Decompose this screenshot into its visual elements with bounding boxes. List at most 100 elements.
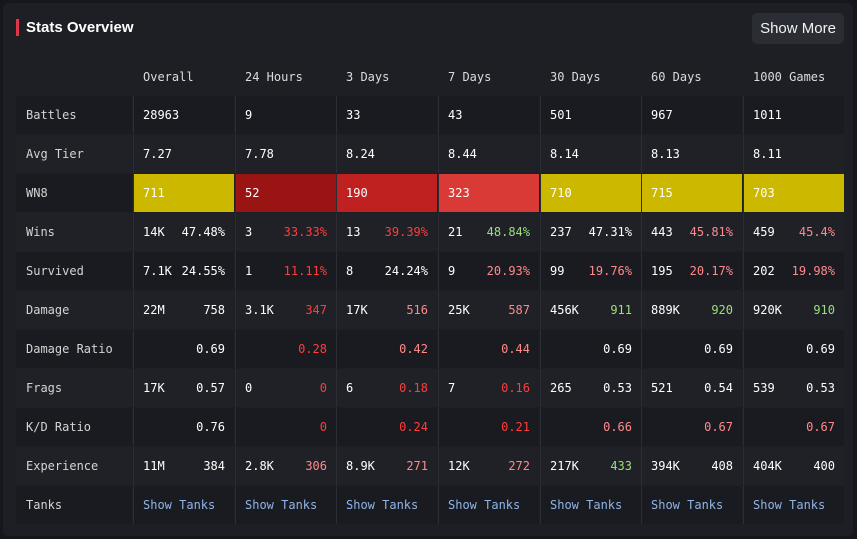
cell-survived-3-days: 8 24.24% bbox=[336, 252, 437, 290]
cell-secondary-value: 0.21 bbox=[501, 420, 530, 434]
cell-survived-24-hours: 1 11.11% bbox=[235, 252, 336, 290]
show-tanks-link[interactable]: Show Tanks bbox=[448, 498, 521, 512]
cell-k-d-ratio-1000-games: 0.67 bbox=[743, 408, 844, 446]
cell-value: 17K bbox=[346, 303, 368, 317]
cell-wins-1000-games: 459 45.4% bbox=[743, 213, 844, 251]
row-label-wins: Wins bbox=[16, 213, 132, 251]
cell-secondary-value: 0.54 bbox=[704, 381, 733, 395]
cell-avg-tier-3-days: 8.24 bbox=[336, 135, 437, 173]
row-label-experience: Experience bbox=[16, 447, 132, 485]
cell-value: 21 bbox=[448, 225, 463, 239]
cell-damage-ratio-30-days: 0.69 bbox=[540, 330, 641, 368]
cell-secondary-value: 45.4% bbox=[798, 225, 835, 239]
cell-value: 202 bbox=[753, 264, 775, 278]
cell-secondary-value: 0.18 bbox=[399, 381, 428, 395]
column-header-1000-games: 1000 Games bbox=[753, 70, 826, 84]
cell-value: 7.1K bbox=[143, 264, 172, 278]
cell-tanks-24-hours[interactable]: Show Tanks bbox=[235, 486, 336, 524]
row-label-battles: Battles bbox=[16, 96, 132, 134]
cell-value: 12K bbox=[448, 459, 470, 473]
cell-value: 323 bbox=[448, 186, 470, 200]
cell-secondary-value: 0.42 bbox=[399, 342, 428, 356]
cell-value: 8.44 bbox=[448, 147, 477, 161]
cell-value: 8.14 bbox=[550, 147, 579, 161]
cell-secondary-value: 47.48% bbox=[181, 225, 225, 239]
cell-secondary-value: 271 bbox=[406, 459, 428, 473]
show-tanks-link[interactable]: Show Tanks bbox=[346, 498, 419, 512]
show-tanks-link[interactable]: Show Tanks bbox=[550, 498, 623, 512]
cell-frags-60-days: 521 0.54 bbox=[641, 369, 742, 407]
column-header-60-days: 60 Days bbox=[651, 70, 702, 84]
show-more-button[interactable]: Show More bbox=[752, 13, 844, 44]
cell-tanks-1000-games[interactable]: Show Tanks bbox=[743, 486, 844, 524]
cell-tanks-7-days[interactable]: Show Tanks bbox=[438, 486, 539, 524]
column-header-7-days: 7 Days bbox=[448, 70, 492, 84]
cell-value: 920K bbox=[753, 303, 782, 317]
cell-value: 9 bbox=[245, 108, 253, 122]
cell-wn8-overall: 711 bbox=[133, 174, 234, 212]
cell-value: 25K bbox=[448, 303, 470, 317]
column-header-3-days: 3 Days bbox=[346, 70, 390, 84]
cell-value: 8.24 bbox=[346, 147, 375, 161]
cell-experience-1000-games: 404K 400 bbox=[743, 447, 844, 485]
cell-k-d-ratio-3-days: 0.24 bbox=[336, 408, 437, 446]
cell-secondary-value: 0 bbox=[319, 381, 327, 395]
show-tanks-link[interactable]: Show Tanks bbox=[651, 498, 724, 512]
show-tanks-link[interactable]: Show Tanks bbox=[245, 498, 318, 512]
cell-frags-30-days: 265 0.53 bbox=[540, 369, 641, 407]
cell-k-d-ratio-7-days: 0.21 bbox=[438, 408, 539, 446]
row-label-k-d-ratio: K/D Ratio bbox=[16, 408, 132, 446]
cell-value: 11M bbox=[143, 459, 165, 473]
cell-damage-ratio-7-days: 0.44 bbox=[438, 330, 539, 368]
row-label-tanks: Tanks bbox=[16, 486, 132, 524]
cell-wins-7-days: 21 48.84% bbox=[438, 213, 539, 251]
cell-tanks-overall[interactable]: Show Tanks bbox=[133, 486, 234, 524]
cell-damage-ratio-60-days: 0.69 bbox=[641, 330, 742, 368]
cell-avg-tier-30-days: 8.14 bbox=[540, 135, 641, 173]
row-label-damage-ratio: Damage Ratio bbox=[16, 330, 132, 368]
cell-k-d-ratio-overall: 0.76 bbox=[133, 408, 234, 446]
cell-survived-1000-games: 202 19.98% bbox=[743, 252, 844, 290]
cell-value: 8.13 bbox=[651, 147, 680, 161]
cell-secondary-value: 0.69 bbox=[704, 342, 733, 356]
cell-secondary-value: 11.11% bbox=[283, 264, 327, 278]
row-label-survived: Survived bbox=[16, 252, 132, 290]
show-tanks-link[interactable]: Show Tanks bbox=[753, 498, 826, 512]
cell-battles-7-days: 43 bbox=[438, 96, 539, 134]
cell-battles-24-hours: 9 bbox=[235, 96, 336, 134]
cell-value: 8.11 bbox=[753, 147, 782, 161]
cell-value: 443 bbox=[651, 225, 673, 239]
cell-value: 711 bbox=[143, 186, 165, 200]
cell-secondary-value: 0.53 bbox=[603, 381, 632, 395]
row-label-damage: Damage bbox=[16, 291, 132, 329]
cell-damage-ratio-1000-games: 0.69 bbox=[743, 330, 844, 368]
cell-value: 190 bbox=[346, 186, 368, 200]
cell-tanks-30-days[interactable]: Show Tanks bbox=[540, 486, 641, 524]
cell-frags-overall: 17K 0.57 bbox=[133, 369, 234, 407]
cell-damage-1000-games: 920K 910 bbox=[743, 291, 844, 329]
cell-value: 459 bbox=[753, 225, 775, 239]
cell-wn8-24-hours: 52 bbox=[235, 174, 336, 212]
cell-battles-30-days: 501 bbox=[540, 96, 641, 134]
cell-value: 7.27 bbox=[143, 147, 172, 161]
cell-survived-7-days: 9 20.93% bbox=[438, 252, 539, 290]
show-tanks-link[interactable]: Show Tanks bbox=[143, 498, 216, 512]
cell-secondary-value: 408 bbox=[711, 459, 733, 473]
cell-value: 967 bbox=[651, 108, 673, 122]
cell-experience-3-days: 8.9K 271 bbox=[336, 447, 437, 485]
cell-value: 3 bbox=[245, 225, 253, 239]
cell-experience-7-days: 12K 272 bbox=[438, 447, 539, 485]
row-label-frags: Frags bbox=[16, 369, 132, 407]
cell-damage-ratio-24-hours: 0.28 bbox=[235, 330, 336, 368]
cell-tanks-60-days[interactable]: Show Tanks bbox=[641, 486, 742, 524]
cell-value: 195 bbox=[651, 264, 673, 278]
cell-value: 539 bbox=[753, 381, 775, 395]
cell-secondary-value: 0.24 bbox=[399, 420, 428, 434]
cell-secondary-value: 0.67 bbox=[704, 420, 733, 434]
cell-secondary-value: 33.33% bbox=[283, 225, 327, 239]
cell-secondary-value: 45.81% bbox=[689, 225, 733, 239]
cell-wn8-60-days: 715 bbox=[641, 174, 742, 212]
cell-secondary-value: 0.28 bbox=[298, 342, 327, 356]
cell-tanks-3-days[interactable]: Show Tanks bbox=[336, 486, 437, 524]
cell-experience-24-hours: 2.8K 306 bbox=[235, 447, 336, 485]
